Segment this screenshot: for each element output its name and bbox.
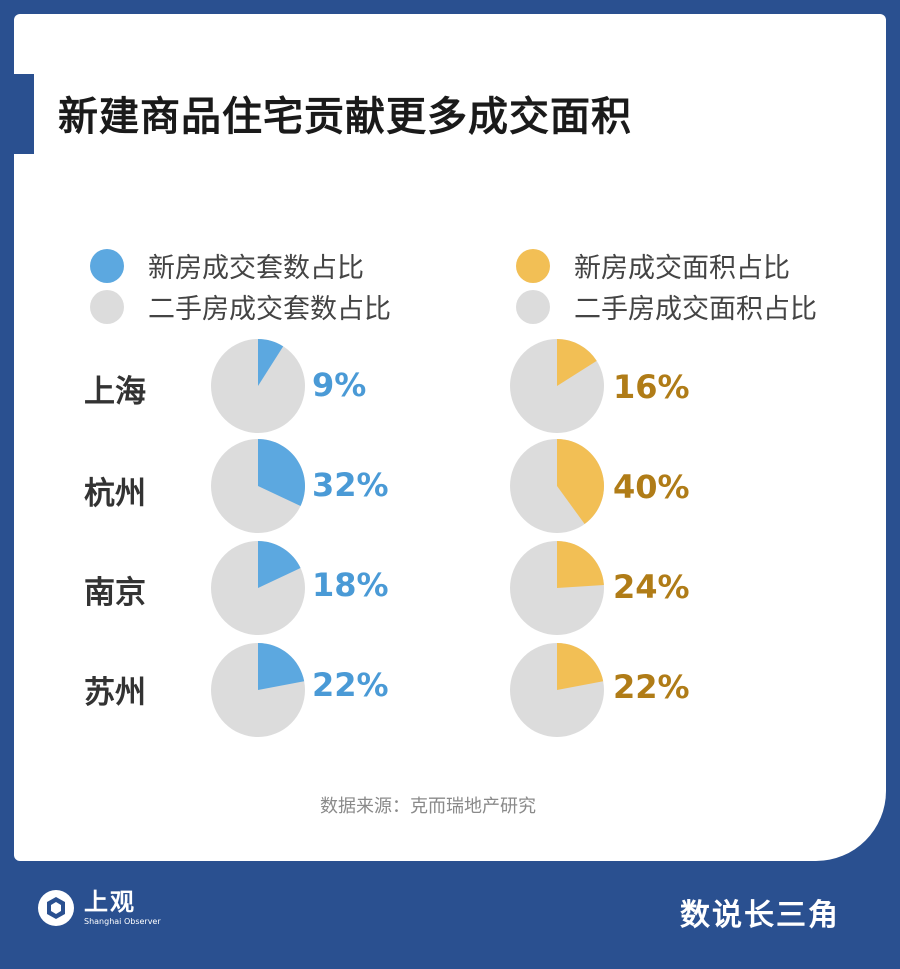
pie-new-slice [557,643,604,690]
pie-new-slice [258,643,305,690]
legend-item-second-area: 二手房成交面积占比 [516,287,817,326]
legend-dot-blue [90,248,124,283]
pct-units-suzhou: 22% [312,666,389,704]
chart-card [14,14,886,861]
data-source-note: 数据来源：克而瑞地产研究 [320,796,536,817]
city-label-suzhou: 苏州 [84,675,146,711]
legend-item-new-area: 新房成交面积占比 [516,246,790,285]
city-label-shanghai: 上海 [84,374,146,410]
legend-label: 二手房成交面积占比 [574,294,817,325]
pie-area-nanjing [510,541,604,635]
legend-label: 二手房成交套数占比 [148,294,391,325]
pie-units-suzhou [211,643,305,737]
column-name: 数说长三角 [680,898,840,933]
pie-area-suzhou [510,643,604,737]
pie-new-slice [258,339,284,386]
pct-units-hangzhou: 32% [312,466,389,504]
pct-area-nanjing: 24% [613,568,690,606]
legend-label: 新房成交套数占比 [148,253,364,284]
logo-text: 上观 [84,888,136,916]
city-label-nanjing: 南京 [84,575,146,611]
pct-units-shanghai: 9% [312,366,367,404]
title-accent-bar [14,74,34,154]
shanghai-observer-logo: 上观 Shanghai Observer [36,888,161,928]
pie-new-slice [258,541,301,588]
pie-new-slice [557,541,604,588]
aperture-logo-icon [38,890,74,926]
legend-label: 新房成交面积占比 [574,253,790,284]
pie-units-hangzhou [211,439,306,533]
chart-title: 新建商品住宅贡献更多成交面积 [58,94,632,140]
pct-units-nanjing: 18% [312,566,389,604]
pie-new-slice [557,339,597,386]
legend-dot-yellow [516,248,550,283]
pie-new-slice [557,439,604,525]
pie-area-hangzhou [510,439,604,533]
city-label-hangzhou: 杭州 [84,476,146,512]
pie-area-shanghai [510,339,604,433]
pct-area-shanghai: 16% [613,368,690,406]
legend-dot-gray [516,289,550,324]
pie-new-slice [258,439,306,507]
pct-area-hangzhou: 40% [613,468,690,506]
pie-units-nanjing [211,541,305,635]
pct-area-suzhou: 22% [613,668,690,706]
legend-item-new-units: 新房成交套数占比 [90,246,364,285]
legend-item-second-units: 二手房成交套数占比 [90,287,391,326]
logo-subtext: Shanghai Observer [84,917,161,926]
legend-dot-gray [90,289,124,324]
pie-units-shanghai [211,339,305,433]
